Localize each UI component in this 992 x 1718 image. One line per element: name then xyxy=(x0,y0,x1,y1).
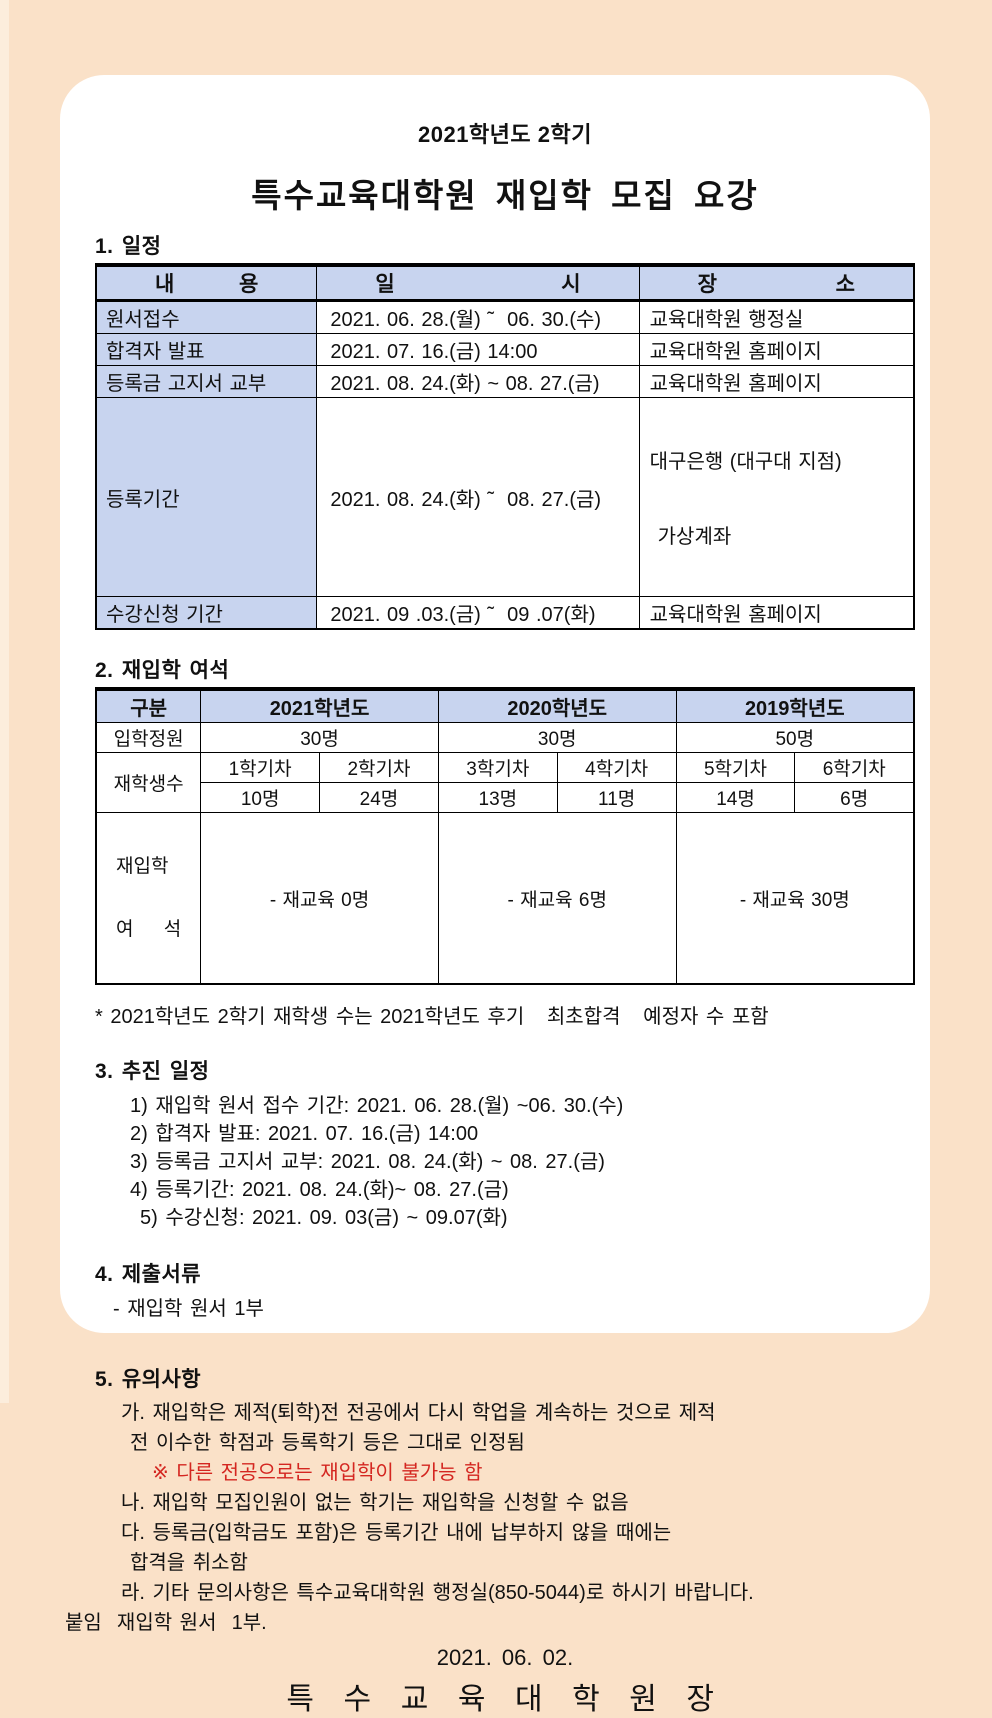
note-line-ra: 라. 기타 문의사항은 특수교육대학원 행정실(850-5044)로 하시기 바… xyxy=(121,1582,754,1604)
schedule-row-where: 대구은행 (대구대 지점) 가상계좌 xyxy=(638,397,915,597)
schedule-row-where: 교육대학원 홈페이지 xyxy=(638,333,915,366)
plan-item: 5) 수강신청: 2021. 09. 03(금) ~ 09.07(화) xyxy=(140,1207,508,1229)
page-background: { "theme":{ "peach":"#FAE1C8", "peach_ed… xyxy=(0,0,930,1716)
vacancy-label-line2: 여 석 xyxy=(116,919,182,940)
notes-list: 가. 재입학은 제적(퇴학)전 전공에서 다시 학업을 계속하는 것으로 제적 … xyxy=(65,1398,915,1638)
semester-count: 11명 xyxy=(556,782,677,813)
schedule-table: 내 용 일 시 장 소 원서접수 2021. 06. 28.(월) ˜ 06. … xyxy=(95,265,915,630)
vacancy-year-2019: 2019학년도 xyxy=(675,689,915,723)
note-line-ga-2: 전 이수한 학점과 등록학기 등은 그대로 인정됨 xyxy=(130,1432,525,1454)
schedule-row-where: 교육대학원 홈페이지 xyxy=(638,365,915,398)
plan-item: 4) 등록기간: 2021. 08. 24.(화)~ 08. 27.(금) xyxy=(130,1179,509,1201)
vacancy-col-label: 구분 xyxy=(95,689,202,723)
document-item: - 재입학 원서 1부 xyxy=(113,1298,264,1320)
table-row: 수강신청 기간 2021. 09 .03.(금) ˜ 09 .07(화) 교육대… xyxy=(95,596,915,630)
semester-count: 6명 xyxy=(794,782,915,813)
plan-item: 3) 등록금 고지서 교부: 2021. 08. 24.(화) ~ 08. 27… xyxy=(130,1151,605,1173)
section-heading-plan: 3. 추진 일정 xyxy=(95,1060,210,1083)
document-sheet: 2021학년도 2학기 특수교육대학원 재입학 모집 요강 1. 일정 내 용 … xyxy=(60,75,930,1716)
schedule-row-name: 등록기간 xyxy=(95,397,318,597)
plan-item: 2) 합격자 발표: 2021. 07. 16.(금) 14:00 xyxy=(130,1123,479,1145)
semester-label: 4학기차 xyxy=(556,752,677,783)
quota-value: 50명 xyxy=(675,722,915,753)
section-heading-documents: 4. 제출서류 xyxy=(95,1263,202,1286)
section-heading-vacancy: 2. 재입학 여석 xyxy=(95,654,915,689)
schedule-header-row: 내 용 일 시 장 소 xyxy=(95,265,915,302)
vacancy-label: 재입학 여 석 xyxy=(95,812,202,985)
semester-label: 2학기차 xyxy=(319,752,439,783)
quota-value: 30명 xyxy=(200,722,439,753)
issuer-signature: 특 수 교 육 대 학 원 장 xyxy=(286,1683,724,1716)
schedule-row-when: 2021. 06. 28.(월) ˜ 06. 30.(수) xyxy=(316,300,640,334)
plan-list: 1) 재입학 원서 접수 기간: 2021. 06. 28.(월) ~06. 3… xyxy=(95,1092,915,1232)
vacancy-year-2021: 2021학년도 xyxy=(200,689,439,723)
vacancy-label-line1: 재입학 xyxy=(116,856,169,877)
note-line-na: 나. 재입학 모집인원이 없는 학기는 재입학을 신청할 수 없음 xyxy=(121,1492,629,1514)
schedule-row-name: 원서접수 xyxy=(95,300,318,334)
note-line-da-1: 다. 등록금(입학금도 포함)은 등록기간 내에 납부하지 않을 때에는 xyxy=(121,1522,672,1544)
semester-label: 6학기차 xyxy=(794,752,915,783)
enrolled-label: 재학생수 xyxy=(95,752,202,813)
semester-count: 13명 xyxy=(437,782,558,813)
vacancy-year-2020: 2020학년도 xyxy=(437,689,677,723)
schedule-row-when: 2021. 08. 24.(화) ~ 08. 27.(금) xyxy=(316,365,640,398)
schedule-row-name: 등록금 고지서 교부 xyxy=(95,365,318,398)
semester-count: 14명 xyxy=(675,782,796,813)
section-heading-notes: 5. 유의사항 xyxy=(95,1368,202,1391)
section-heading-schedule: 1. 일정 xyxy=(95,230,915,265)
schedule-row-when: 2021. 09 .03.(금) ˜ 09 .07(화) xyxy=(316,596,640,630)
footnote: * 2021학년도 2학기 재학생 수는 2021학년도 후기 최초합격 예정자… xyxy=(95,1006,769,1028)
table-row: 등록기간 2021. 08. 24.(화) ˜ 08. 27.(금) 대구은행 … xyxy=(95,397,915,597)
document-content: 2021학년도 2학기 특수교육대학원 재입학 모집 요강 1. 일정 내 용 … xyxy=(60,75,930,1716)
table-row: 재학생수 1학기차 2학기차 3학기차 4학기차 5학기차 6학기차 xyxy=(95,752,915,813)
attachment-line: 붙임 재입학 원서 1부. xyxy=(65,1612,267,1634)
schedule-row-where: 교육대학원 홈페이지 xyxy=(638,596,915,630)
schedule-where-line2: 가상계좌 xyxy=(657,526,732,548)
issue-date: 2021. 06. 02. xyxy=(436,1645,574,1670)
schedule-col-place: 장 소 xyxy=(638,265,915,302)
schedule-col-datetime: 일 시 xyxy=(316,265,640,302)
table-row: 등록금 고지서 교부 2021. 08. 24.(화) ~ 08. 27.(금)… xyxy=(95,365,915,398)
table-row: 원서접수 2021. 06. 28.(월) ˜ 06. 30.(수) 교육대학원… xyxy=(95,300,915,334)
page-edge-strip xyxy=(0,0,9,1403)
semester-count: 24명 xyxy=(319,782,439,813)
schedule-row-when: 2021. 08. 24.(화) ˜ 08. 27.(금) xyxy=(316,397,640,597)
table-row: 입학정원 30명 30명 50명 xyxy=(95,722,915,753)
table-row: 10명 24명 13명 11명 14명 6명 xyxy=(96,782,915,813)
plan-item: 1) 재입학 원서 접수 기간: 2021. 06. 28.(월) ~06. 3… xyxy=(130,1095,624,1117)
note-line-red: ※ 다른 전공으로는 재입학이 불가능 함 xyxy=(152,1462,483,1484)
semester-label: 3학기차 xyxy=(437,752,558,783)
table-row: 재입학 여 석 - 재교육 0명 - 재교육 6명 - 재교육 30명 xyxy=(95,812,915,985)
doc-subtitle: 2021학년도 2학기 xyxy=(418,122,592,147)
schedule-row-name: 수강신청 기간 xyxy=(95,596,318,630)
vacancy-value: - 재교육 6명 xyxy=(437,812,677,985)
vacancy-value: - 재교육 30명 xyxy=(675,812,915,985)
schedule-row-when: 2021. 07. 16.(금) 14:00 xyxy=(316,333,640,366)
vacancy-table: 구분 2021학년도 2020학년도 2019학년도 입학정원 30명 30명 … xyxy=(95,689,915,985)
quota-label: 입학정원 xyxy=(95,722,202,753)
note-line-da-2: 합격을 취소함 xyxy=(130,1552,248,1574)
schedule-where-line1: 대구은행 (대구대 지점) xyxy=(649,451,842,473)
vacancy-value: - 재교육 0명 xyxy=(200,812,439,985)
vacancy-header-row: 구분 2021학년도 2020학년도 2019학년도 xyxy=(95,689,915,723)
doc-title: 특수교육대학원 재입학 모집 요강 xyxy=(251,177,759,214)
semester-count: 10명 xyxy=(200,782,321,813)
quota-value: 30명 xyxy=(437,722,677,753)
schedule-row-where: 교육대학원 행정실 xyxy=(638,300,915,334)
table-row: 합격자 발표 2021. 07. 16.(금) 14:00 교육대학원 홈페이지 xyxy=(95,333,915,366)
schedule-row-name: 합격자 발표 xyxy=(95,333,318,366)
semester-label: 1학기차 xyxy=(200,752,321,783)
semester-label: 5학기차 xyxy=(675,752,796,783)
schedule-col-content: 내 용 xyxy=(95,265,318,302)
